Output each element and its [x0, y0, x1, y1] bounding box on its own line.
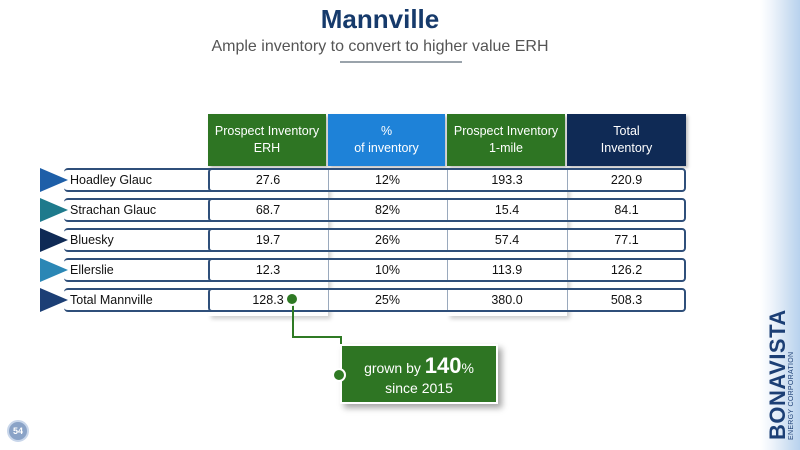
header-line: Total — [613, 124, 640, 138]
cell-divider — [328, 200, 329, 220]
cell-divider — [567, 290, 568, 310]
brand-tagline: ENERGY CORPORATION — [788, 351, 795, 440]
table-row: Hoadley Glauc 27.6 12% 193.3 220.9 — [40, 168, 686, 192]
table-row: Bluesky 19.7 26% 57.4 77.1 — [40, 228, 686, 252]
row-outline — [64, 288, 232, 312]
table-row: Total Mannville 128.3 25% 380.0 508.3 — [40, 288, 686, 312]
cell-divider — [328, 230, 329, 250]
cell-divider — [328, 260, 329, 280]
table-row: Strachan Glauc 68.7 82% 15.4 84.1 — [40, 198, 686, 222]
table-cell: 26% — [374, 233, 401, 247]
table-cell: 57.4 — [494, 233, 520, 247]
table-cell: 12.3 — [255, 263, 281, 277]
header-line: of inventory — [354, 141, 419, 155]
header-total-inventory: Total Inventory — [567, 114, 686, 166]
table-cell: 84.1 — [614, 203, 639, 217]
row-outline — [64, 258, 232, 282]
row-label: Ellerslie — [70, 263, 114, 277]
table-cell: 15.4 — [494, 203, 520, 217]
table-cell: 113.9 — [491, 263, 523, 277]
cell-divider — [567, 170, 568, 190]
row-outline — [64, 168, 232, 192]
subtitle-underline — [340, 61, 462, 63]
header-line: 1-mile — [488, 141, 524, 155]
row-outline — [64, 198, 232, 222]
table-cell: 380.0 — [491, 293, 523, 307]
table-cell: 220.9 — [610, 173, 643, 187]
row-label: Strachan Glauc — [70, 203, 157, 217]
table-cell: 68.7 — [255, 203, 281, 217]
header-line: % — [380, 124, 393, 138]
table-cell: 10% — [374, 263, 401, 277]
table-cell: 128.3 — [252, 293, 284, 307]
callout-anchor-dot — [285, 292, 299, 306]
cell-divider — [567, 200, 568, 220]
cell-divider — [447, 290, 448, 310]
table-cell: 77.1 — [614, 233, 639, 247]
page-subtitle: Ample inventory to convert to higher val… — [211, 38, 549, 55]
row-label: Total Mannville — [70, 293, 153, 307]
row-label: Bluesky — [70, 233, 114, 247]
cell-divider — [567, 260, 568, 280]
callout-anchor-dot — [332, 368, 346, 382]
growth-callout: grown by 140% since 2015 — [340, 344, 498, 404]
table-cell: 12% — [374, 173, 401, 187]
header-line: Prospect Inventory — [453, 124, 559, 138]
cell-divider — [567, 230, 568, 250]
header-line: Inventory — [600, 141, 653, 155]
cell-divider — [447, 230, 448, 250]
table-cell: 193.3 — [491, 173, 523, 187]
page-number: 54 — [7, 420, 29, 442]
header-line: ERH — [253, 141, 281, 155]
header-prospect-1mile: Prospect Inventory 1-mile — [447, 114, 565, 166]
header-percent-inventory: % of inventory — [328, 114, 445, 166]
callout-value: 140 — [424, 352, 462, 378]
cell-divider — [447, 170, 448, 190]
cell-divider — [328, 170, 329, 190]
table-cell: 27.6 — [255, 173, 281, 187]
cell-divider — [328, 290, 329, 310]
row-outline — [64, 228, 232, 252]
cell-divider — [447, 260, 448, 280]
table-cell: 25% — [374, 293, 401, 307]
table-cell: 508.3 — [610, 293, 643, 307]
callout-connector — [292, 302, 294, 338]
cell-divider — [447, 200, 448, 220]
header-prospect-erh: Prospect Inventory ERH — [208, 114, 326, 166]
page-title: Mannville — [320, 4, 440, 34]
row-label: Hoadley Glauc — [70, 173, 152, 187]
table-cell: 82% — [374, 203, 401, 217]
header-line: Prospect Inventory — [214, 124, 320, 138]
callout-unit: % — [461, 359, 474, 376]
callout-prefix: grown by — [364, 359, 421, 376]
table-row: Ellerslie 12.3 10% 113.9 126.2 — [40, 258, 686, 282]
brand-band — [760, 0, 800, 450]
callout-suffix: since 2015 — [385, 379, 453, 396]
table-cell: 126.2 — [610, 263, 643, 277]
callout-connector — [292, 336, 342, 338]
table-cell: 19.7 — [255, 233, 281, 247]
